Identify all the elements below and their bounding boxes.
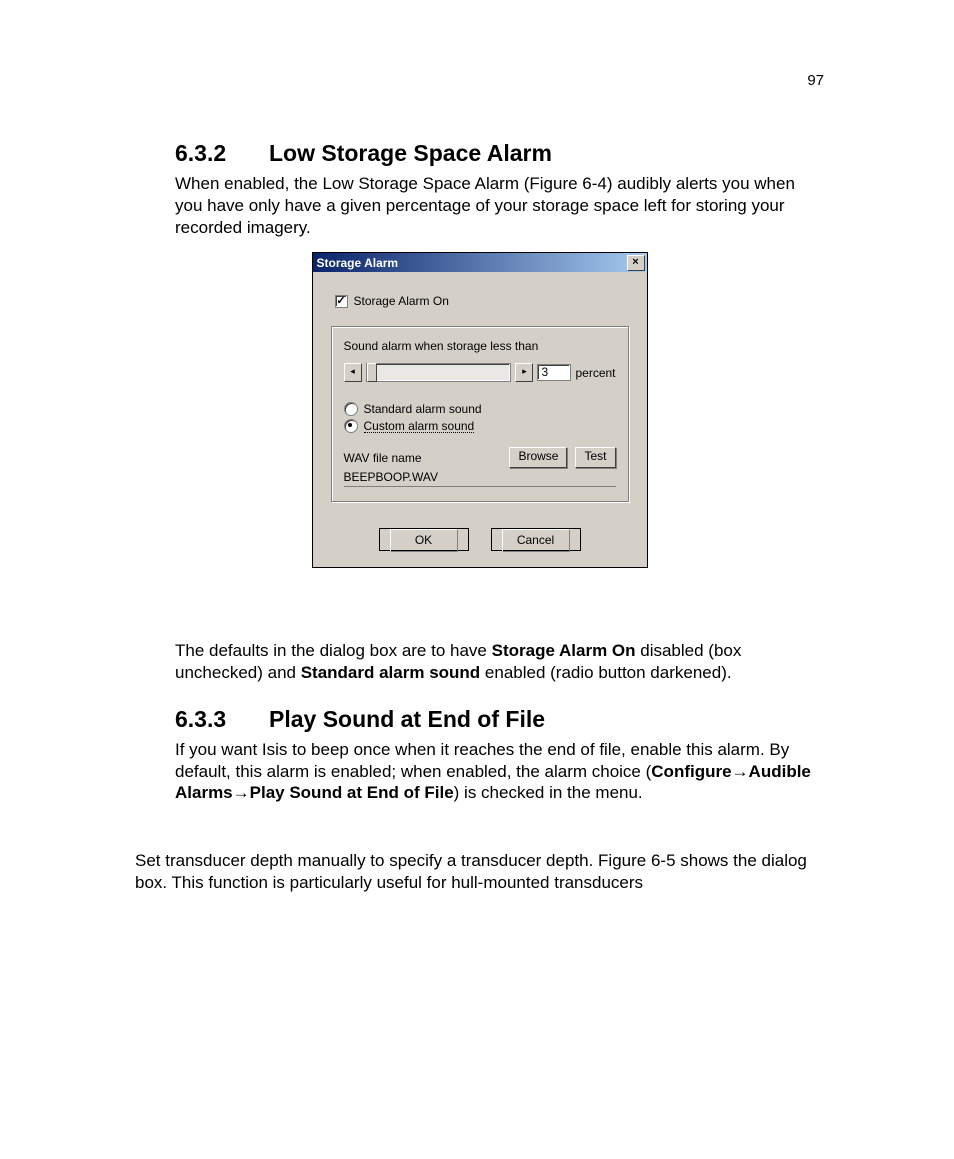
wav-file-label: WAV file name <box>344 451 422 465</box>
section1-defaults: The defaults in the dialog box are to ha… <box>135 640 824 684</box>
standard-sound-radio[interactable] <box>344 402 358 416</box>
threshold-slider-thumb[interactable] <box>367 363 377 382</box>
storage-alarm-on-label: Storage Alarm On <box>354 294 449 308</box>
cancel-button[interactable]: Cancel <box>491 528 581 551</box>
footer-paragraph: Set transducer depth manually to specify… <box>135 850 824 894</box>
threshold-slider-track[interactable] <box>366 363 512 382</box>
custom-sound-radio[interactable] <box>344 419 358 433</box>
section-number: 6.3.3 <box>175 706 235 733</box>
test-button[interactable]: Test <box>575 447 615 468</box>
dialog-titlebar: Storage Alarm × <box>313 253 647 272</box>
section-title: Low Storage Space Alarm <box>269 140 552 167</box>
threshold-group-label: Sound alarm when storage less than <box>344 339 616 353</box>
slider-left-arrow[interactable]: ◂ <box>344 363 362 382</box>
section1-intro: When enabled, the Low Storage Space Alar… <box>135 173 824 238</box>
page-number: 97 <box>807 72 824 89</box>
storage-alarm-dialog: Storage Alarm × ✓ Storage Alarm On Sound… <box>312 252 648 568</box>
dialog-title: Storage Alarm <box>317 256 399 270</box>
wav-file-name-field[interactable]: BEEPBOOP.WAV <box>344 470 616 487</box>
custom-sound-label: Custom alarm sound <box>364 420 475 433</box>
browse-button[interactable]: Browse <box>509 447 567 468</box>
section2-body: If you want Isis to beep once when it re… <box>135 739 824 804</box>
section-number: 6.3.2 <box>175 140 235 167</box>
section-title: Play Sound at End of File <box>269 706 545 733</box>
threshold-value-input[interactable]: 3 <box>537 364 571 381</box>
standard-sound-label: Standard alarm sound <box>364 402 482 416</box>
slider-right-arrow[interactable]: ▸ <box>515 363 533 382</box>
close-icon[interactable]: × <box>627 255 645 271</box>
percent-label: percent <box>575 366 615 380</box>
section-heading-6-3-3: 6.3.3 Play Sound at End of File <box>135 706 824 733</box>
ok-button[interactable]: OK <box>379 528 469 551</box>
section-heading-6-3-2: 6.3.2 Low Storage Space Alarm <box>135 140 824 167</box>
storage-alarm-on-checkbox[interactable]: ✓ <box>335 295 348 308</box>
threshold-group: Sound alarm when storage less than ◂ ▸ 3… <box>331 326 629 502</box>
